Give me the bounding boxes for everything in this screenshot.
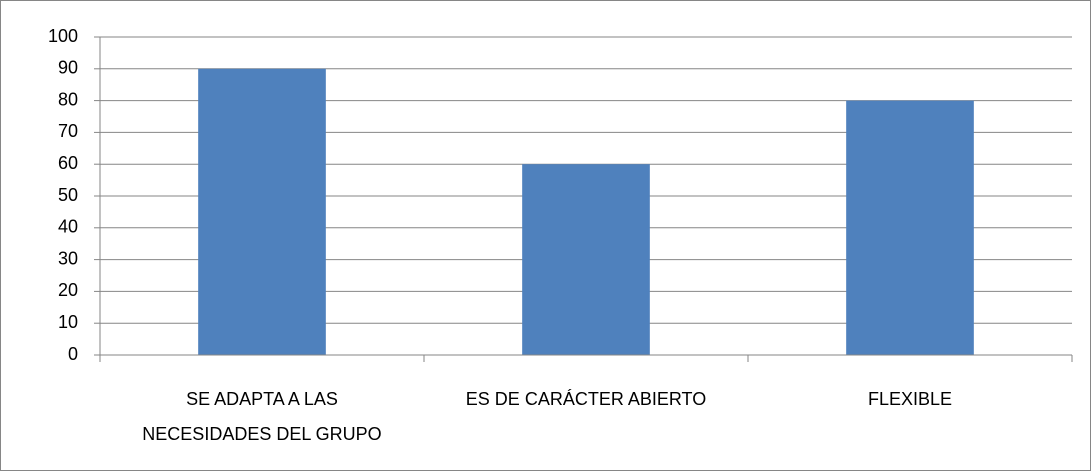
y-tick-label: 90 xyxy=(58,58,78,78)
y-tick-label: 10 xyxy=(58,312,78,332)
y-tick-label: 80 xyxy=(58,89,78,109)
y-tick-label: 0 xyxy=(68,344,78,364)
bar xyxy=(522,164,650,355)
y-tick-label: 40 xyxy=(58,217,78,237)
y-tick-label: 100 xyxy=(48,26,78,46)
x-tick-label: SE ADAPTA A LAS NECESIDADES DEL GRUPO xyxy=(142,389,382,444)
y-tick-label: 60 xyxy=(58,153,78,173)
y-tick-label: 70 xyxy=(58,121,78,141)
bar xyxy=(846,100,974,355)
y-tick-label: 30 xyxy=(58,248,78,268)
x-tick-label: FLEXIBLE xyxy=(867,389,953,409)
x-tick-label: ES DE CARÁCTER ABIERTO xyxy=(465,389,707,409)
y-tick-label: 20 xyxy=(58,280,78,300)
y-tick-label: 50 xyxy=(58,185,78,205)
bar xyxy=(198,68,326,356)
